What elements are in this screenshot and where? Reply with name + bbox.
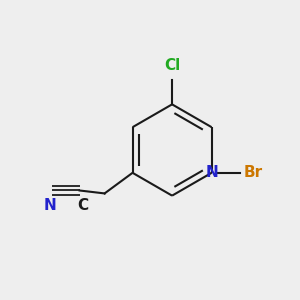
Text: N: N	[205, 165, 218, 180]
Text: Br: Br	[244, 165, 263, 180]
Text: N: N	[44, 198, 56, 213]
Text: C: C	[77, 198, 88, 213]
Text: Cl: Cl	[164, 58, 180, 74]
